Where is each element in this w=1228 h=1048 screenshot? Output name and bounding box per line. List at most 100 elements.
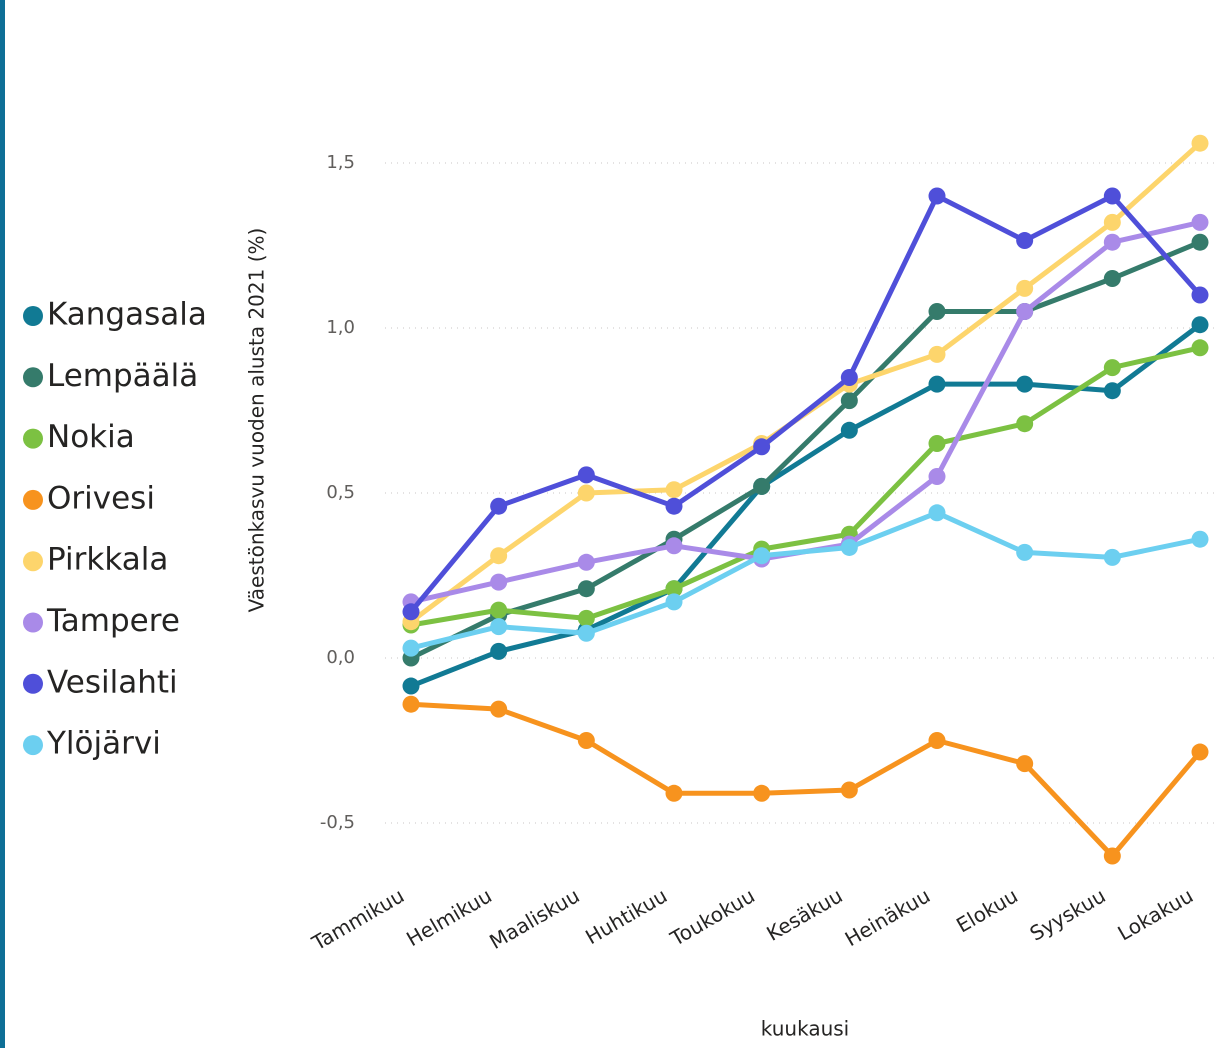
legend-label: Ylöjärvi [46, 726, 161, 762]
data-point [577, 732, 595, 749]
legend-label: Kangasala [47, 297, 207, 333]
data-point [577, 484, 595, 502]
data-point [928, 187, 946, 205]
data-point [753, 547, 771, 565]
data-point [402, 639, 420, 657]
data-point [928, 303, 946, 320]
data-point [665, 537, 683, 555]
data-point [753, 784, 771, 802]
data-point [753, 438, 771, 456]
legend-marker [23, 428, 43, 449]
x-axis-title: kuukausi [761, 1017, 849, 1041]
data-point [840, 781, 858, 799]
data-point [490, 642, 508, 660]
data-point [928, 504, 946, 522]
data-point [402, 677, 420, 695]
data-point [928, 345, 946, 363]
data-point [1191, 316, 1209, 334]
data-point [1016, 303, 1034, 320]
data-point [665, 580, 683, 598]
series-line [409, 193, 1202, 614]
series-line [410, 510, 1201, 651]
data-point [1191, 134, 1209, 152]
data-point [1016, 232, 1034, 250]
legend-marker [23, 612, 43, 633]
data-point [1103, 548, 1121, 566]
legend-marker [23, 673, 43, 694]
data-point [1191, 286, 1209, 304]
data-point [1191, 530, 1209, 548]
data-point [1016, 543, 1034, 561]
series-line [410, 322, 1202, 689]
data-point [577, 553, 595, 571]
data-point [1103, 233, 1121, 251]
y-tick-label: -0,5 [320, 812, 355, 833]
y-tick-label: 0,0 [326, 647, 355, 668]
data-point [1103, 187, 1121, 205]
y-tick-label: 0,5 [326, 482, 355, 503]
data-point [490, 547, 508, 565]
y-axis-title: Väestönkasvu vuoden alusta 2021 (%) [245, 228, 269, 613]
data-point [1016, 375, 1034, 393]
data-point [577, 624, 595, 642]
legend-label: Orivesi [47, 480, 155, 516]
data-point [928, 435, 946, 452]
x-tick-label: Tammikuu [307, 883, 408, 955]
data-point [577, 580, 595, 598]
data-point [1191, 213, 1209, 231]
data-point [1103, 847, 1121, 865]
side-border [0, 0, 5, 1048]
data-point [1016, 755, 1034, 773]
data-point [490, 573, 508, 591]
legend-marker [23, 306, 43, 326]
data-point [577, 466, 595, 484]
data-point [1103, 359, 1121, 377]
data-point [840, 392, 858, 410]
data-point [665, 593, 683, 611]
x-tick-label: Elokuu [952, 883, 1022, 937]
x-tick-label: Lokakuu [1114, 883, 1198, 945]
legend-label: Lempäälä [47, 358, 198, 394]
data-point [665, 497, 683, 515]
x-tick-label: Huhtikuu [581, 883, 671, 949]
data-point [577, 609, 595, 627]
x-tick-label: Heinäkuu [841, 883, 935, 951]
data-point [1191, 743, 1209, 761]
series-line [410, 701, 1202, 859]
data-point [840, 538, 858, 556]
data-point [402, 603, 420, 621]
data-point [928, 468, 946, 485]
x-tick-label: Helmikuu [402, 883, 496, 951]
data-point [1016, 279, 1034, 297]
data-point [490, 618, 508, 636]
legend-label: Pirkkala [47, 542, 168, 578]
data-point [1191, 339, 1209, 357]
legend-label: Nokia [47, 419, 135, 455]
x-tick-label: Toukokuu [665, 883, 759, 951]
data-point [1191, 233, 1209, 251]
data-point [490, 601, 508, 619]
data-point [840, 421, 858, 439]
data-point [1016, 415, 1034, 433]
x-tick-label: Syyskuu [1026, 883, 1110, 945]
data-point [1103, 270, 1121, 287]
data-point [1103, 382, 1121, 400]
legend-label: Tampere [46, 603, 180, 639]
data-point [665, 784, 683, 802]
data-point [402, 695, 420, 713]
series-line [409, 239, 1201, 661]
y-tick-label: 1,5 [326, 152, 355, 173]
data-point [840, 369, 858, 386]
legend-marker [23, 367, 43, 388]
series-line [410, 345, 1201, 628]
legend-marker [23, 551, 43, 572]
legend-marker [23, 489, 43, 510]
data-point [1103, 213, 1121, 231]
data-point [928, 732, 946, 749]
legend-marker [23, 735, 43, 756]
legend-label: Vesilahti [47, 664, 178, 700]
x-tick-label: Kesäkuu [762, 883, 846, 945]
x-tick-label: Maaliskuu [485, 883, 583, 954]
data-point [928, 375, 946, 393]
